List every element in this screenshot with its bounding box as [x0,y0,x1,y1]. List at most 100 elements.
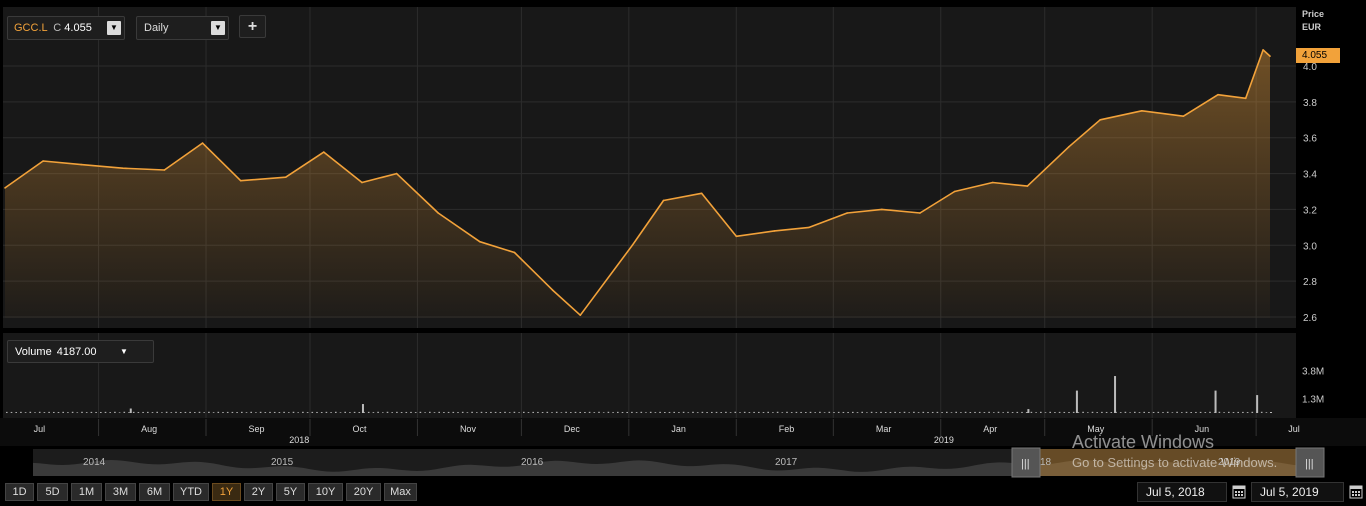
price-point [80,163,83,166]
calendar-icon[interactable] [1232,484,1246,499]
navigator-handle[interactable] [1011,447,1041,478]
price-point [513,251,516,254]
volume-bar [560,412,563,413]
volume-bar [819,411,821,413]
volume-bar [734,411,737,413]
range-button-3m[interactable]: 3M [105,483,136,501]
volume-bar [922,411,925,413]
volume-bar [565,411,567,413]
volume-bar [993,412,995,413]
volume-bar [974,411,976,413]
range-button-max[interactable]: Max [384,483,417,501]
volume-bar [861,411,863,413]
symbol-text: GCC.L [14,22,48,34]
symbol-selector[interactable]: GCC.L C 4.055 ▼ [7,16,125,40]
volume-bar [245,412,248,413]
volume-bar [692,411,694,413]
volume-bar [400,411,403,413]
chevron-down-icon[interactable]: ▼ [120,347,128,356]
add-indicator-button[interactable]: + [239,15,266,38]
range-button-1y[interactable]: 1Y [212,483,241,501]
volume-bar [1185,411,1188,413]
volume-bar [57,411,60,413]
volume-bar [889,411,892,413]
volume-bar [443,412,445,413]
volume-bar [1270,412,1272,413]
volume-panel [3,333,1296,418]
volume-bar [715,411,718,413]
range-button-20y[interactable]: 20Y [346,483,381,501]
volume-selector[interactable]: Volume 4187.00 ▼ [7,340,154,363]
volume-bar [621,411,624,413]
volume-bar [1171,412,1174,413]
volume-bar [344,411,346,413]
chevron-down-icon[interactable]: ▼ [107,21,121,35]
range-button-1d[interactable]: 1D [5,483,34,501]
navigator-year-label: 2019 [1218,457,1241,468]
volume-bar [1218,411,1221,413]
volume-bar [226,411,229,413]
volume-bar [1134,411,1136,413]
volume-bar [1138,412,1141,413]
volume-bar [20,411,22,413]
range-button-ytd[interactable]: YTD [173,483,209,501]
range-button-5d[interactable]: 5D [37,483,68,501]
volume-bar [772,412,774,413]
volume-bar [1119,412,1122,413]
volume-bar [114,411,116,413]
volume-bar [1256,395,1259,413]
volume-bar [729,412,732,413]
price-point [662,199,665,202]
range-button-10y[interactable]: 10Y [308,483,343,501]
volume-bar [53,411,55,413]
navigator-year-label: 18 [1040,457,1052,468]
volume-bar [1040,411,1042,413]
volume-bar [852,411,854,413]
end-date-input[interactable]: Jul 5, 2019 [1251,482,1344,502]
month-label: Oct [353,424,368,434]
volume-bar [1091,411,1094,413]
price-point [1026,185,1029,187]
volume-bar [1232,412,1235,413]
volume-bars [6,376,1272,413]
volume-bar [410,411,412,413]
time-axis-band [0,418,1366,446]
chevron-down-icon[interactable]: ▼ [211,21,225,35]
range-button-1m[interactable]: 1M [71,483,102,501]
volume-bar [236,412,238,413]
volume-bar [626,411,628,413]
month-label: Apr [983,424,997,434]
range-button-6m[interactable]: 6M [139,483,170,501]
range-button-2y[interactable]: 2Y [244,483,273,501]
range-button-5y[interactable]: 5Y [276,483,305,501]
volume-bar [1007,411,1009,413]
volume-bar [875,412,878,413]
navigator-window[interactable] [1040,449,1310,476]
navigator-handle[interactable] [1295,447,1325,478]
price-point [284,176,287,178]
volume-bar [795,411,798,413]
price-point [361,181,363,184]
volume-bar [743,411,746,413]
volume-bar [927,411,929,413]
price-point [479,240,481,243]
volume-bar [1228,411,1230,413]
month-label: Feb [779,424,795,434]
interval-selector[interactable]: Daily ▼ [136,16,229,40]
navigator[interactable]: 2014 2015 2016 2017 18 2019 ||| ||| [33,447,1325,478]
volume-bar [1072,411,1075,413]
start-date-input[interactable]: Jul 5, 2018 [1137,482,1227,502]
volume-bar [255,412,257,413]
calendar-icon[interactable] [1349,484,1363,499]
volume-bar [1035,412,1037,413]
volume-bar [1157,411,1160,413]
volume-bar [494,411,497,413]
volume-bar [537,411,539,413]
volume-bar [1204,412,1207,413]
end-date-text: Jul 5, 2019 [1260,485,1319,499]
volume-bar [118,412,121,413]
volume-bar [306,412,309,413]
volume-bar [640,411,643,413]
volume-bar [983,412,986,413]
